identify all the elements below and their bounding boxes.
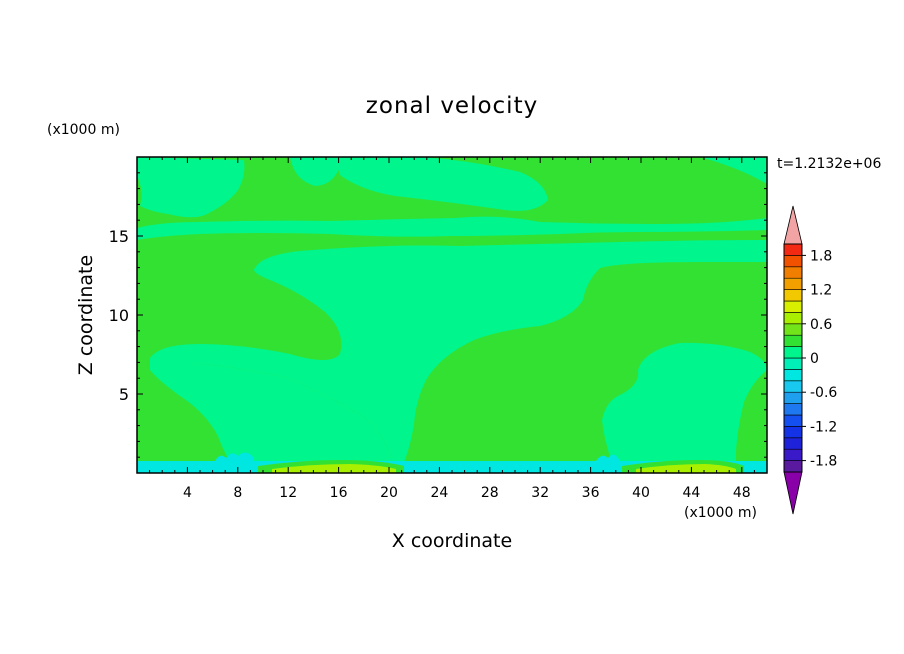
colorbar-bin (783, 255, 803, 268)
colorbar-bin (783, 460, 803, 473)
colorbar-tick-label: -0.6 (810, 385, 837, 401)
colorbar-tick-label: -1.2 (810, 419, 837, 435)
x-unit-label: (x1000 m) (684, 505, 757, 521)
field-region-top-bubble (290, 157, 342, 186)
field-region-lower-left (150, 358, 392, 462)
colorbar-under-triangle (783, 471, 803, 515)
colorbar-bin (783, 414, 803, 427)
colorbar-bin (783, 243, 803, 256)
chart-title: zonal velocity (366, 93, 538, 119)
colorbar-bin (783, 403, 803, 416)
x-tick-label: 48 (733, 485, 751, 501)
field-surface-bump-left (215, 452, 254, 461)
field-region-top-band (137, 157, 245, 218)
field-region-top-corner (700, 157, 767, 184)
x-axis-title: X coordinate (392, 530, 512, 552)
colorbar-bin (783, 426, 803, 439)
colorbar-bin (783, 448, 803, 461)
x-tick-label: 32 (531, 485, 549, 501)
y-tick-label: 15 (109, 227, 129, 246)
colorbar-tick-label: 0 (810, 351, 819, 367)
x-tick-label: 24 (430, 485, 448, 501)
colorbar-tick-label: 1.2 (810, 283, 832, 299)
colorbar-bin (783, 300, 803, 313)
y-tick-label: 5 (119, 385, 129, 404)
colorbar: 1.8 1.2 0.6 0 -0.6 -1.2 -1.8 (783, 205, 837, 515)
field-region-thin-band (137, 216, 767, 240)
field-surface-bump-right (596, 454, 620, 461)
x-tick-label: 20 (380, 485, 398, 501)
colorbar-tick-label: 1.8 (810, 248, 832, 264)
colorbar-bin (783, 357, 803, 370)
y-unit-label: (x1000 m) (47, 122, 120, 138)
colorbar-tick-label: -1.8 (810, 454, 837, 470)
x-tick-label: 8 (233, 485, 242, 501)
colorbar-bin (783, 334, 803, 347)
y-axis-title: Z coordinate (75, 255, 97, 375)
y-tick-label: 10 (109, 306, 129, 325)
x-tick-label: 12 (279, 485, 297, 501)
x-tick-label: 4 (183, 485, 192, 501)
colorbar-bin (783, 437, 803, 450)
time-label: t=1.2132e+06 (777, 156, 881, 172)
field-jet-left-core (272, 464, 396, 473)
colorbar-bin (783, 346, 803, 359)
x-tick-label: 36 (582, 485, 600, 501)
colorbar-bin (783, 323, 803, 336)
field-region-lower-right (602, 342, 767, 462)
colorbar-over-triangle (783, 205, 803, 245)
colorbar-bin (783, 369, 803, 382)
field-region-central (150, 240, 767, 462)
contour-field (137, 157, 767, 473)
x-tick-label: 40 (632, 485, 650, 501)
field-region-top-right (335, 157, 548, 211)
colorbar-bin (783, 391, 803, 404)
colorbar-bin (783, 380, 803, 393)
colorbar-bin (783, 312, 803, 325)
colorbar-tick-label: 0.6 (810, 317, 832, 333)
colorbar-bin (783, 289, 803, 302)
colorbar-bin (783, 266, 803, 279)
x-tick-label: 44 (682, 485, 700, 501)
x-tick-label: 28 (481, 485, 499, 501)
field-jet-right-core (636, 464, 736, 473)
colorbar-bin (783, 277, 803, 290)
x-tick-label: 16 (330, 485, 348, 501)
